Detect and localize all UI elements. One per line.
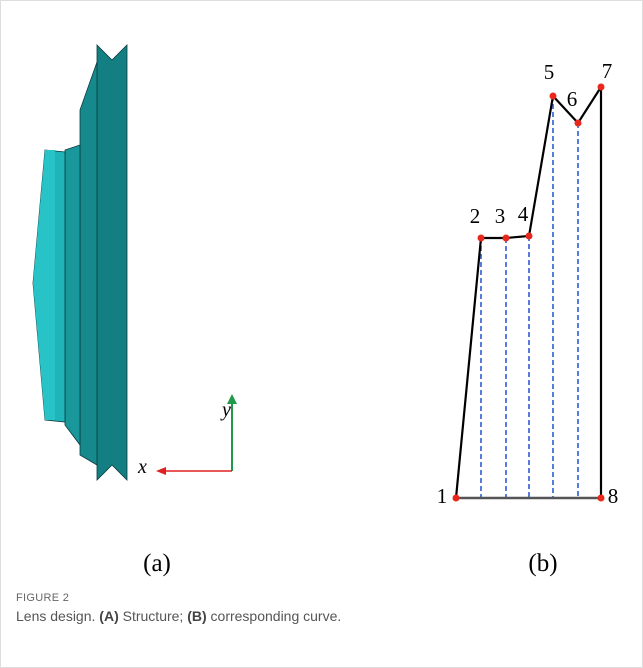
point-label: 2 [470,204,481,228]
caption-part: corresponding curve. [207,608,342,624]
axis-y-label: y [220,399,231,421]
point-label: 5 [544,60,555,84]
point-label: 1 [437,484,448,508]
figure-graphic: y x (a) (b) 1 234 567 8 [0,0,643,668]
caption-number: FIGURE 2 [16,592,69,604]
point-label: 8 [608,484,619,508]
point-label: 7 [602,59,613,83]
caption-part: Lens design. [16,608,99,624]
caption-part: (A) [99,608,118,624]
curve-point [526,233,533,240]
caption-part: Structure; [119,608,187,624]
axis-x-label: x [137,456,147,478]
panel-label: (b) [528,550,557,577]
curve-point [575,120,582,127]
curve-point [503,235,510,242]
caption-part: (B) [187,608,206,624]
panel-label: (a) [143,550,171,577]
curve-point [598,495,605,502]
lens-structure [33,45,127,480]
coordinate-axes: y x [137,394,237,478]
point-label: 6 [567,87,578,111]
curve-point [478,235,485,242]
curve-point [598,84,605,91]
curve-point [453,495,460,502]
point-label: 4 [518,202,529,226]
figure: y x (a) (b) 1 234 567 8 FIGURE 2 Lens desig… [0,0,643,668]
caption-text: Lens design. (A) Structure; (B) correspo… [16,608,341,624]
point-label: 3 [495,204,506,228]
curve-point [550,93,557,100]
